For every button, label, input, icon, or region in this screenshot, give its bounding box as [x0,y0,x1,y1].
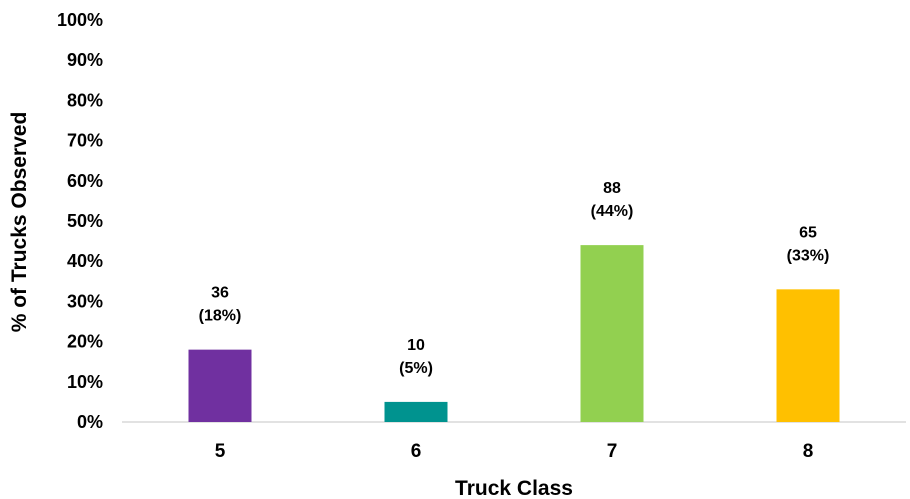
bar-class-8 [776,289,840,422]
data-label-count: 36 [211,285,229,302]
y-tick-label: 60% [67,171,103,191]
bars [188,245,840,422]
x-axis-categories: 5 6 7 8 [215,441,814,462]
data-label-percent: (33%) [787,247,830,264]
y-tick-label: 20% [67,332,103,352]
x-category-label: 7 [607,441,618,462]
x-category-label: 8 [803,441,814,462]
y-tick-label: 0% [77,412,103,432]
y-tick-label: 80% [67,90,103,110]
data-label-percent: (18%) [199,308,242,325]
bar-class-7 [580,245,644,422]
y-tick-label: 30% [67,291,103,311]
x-axis-title: Truck Class [455,477,573,499]
y-tick-label: 70% [67,131,103,151]
x-category-label: 5 [215,441,226,462]
data-labels: 36 (18%) 10 (5%) 88 (44%) 65 (33%) [199,180,830,377]
data-label-percent: (5%) [399,360,433,377]
y-tick-label: 50% [67,211,103,231]
data-label-percent: (44%) [591,203,634,220]
bar-class-5 [188,349,252,422]
data-label-count: 88 [603,180,621,197]
y-tick-label: 10% [67,372,103,392]
bar-class-6 [384,401,448,422]
data-label-count: 10 [407,337,425,354]
y-tick-label: 40% [67,251,103,271]
y-tick-label: 100% [57,10,103,30]
y-axis-ticks: 0% 10% 20% 30% 40% 50% 60% 70% 80% 90% 100% [57,10,103,432]
y-axis-title: % of Trucks Observed [8,112,31,333]
x-category-label: 6 [411,441,422,462]
y-tick-label: 90% [67,50,103,70]
data-label-count: 65 [799,224,817,241]
